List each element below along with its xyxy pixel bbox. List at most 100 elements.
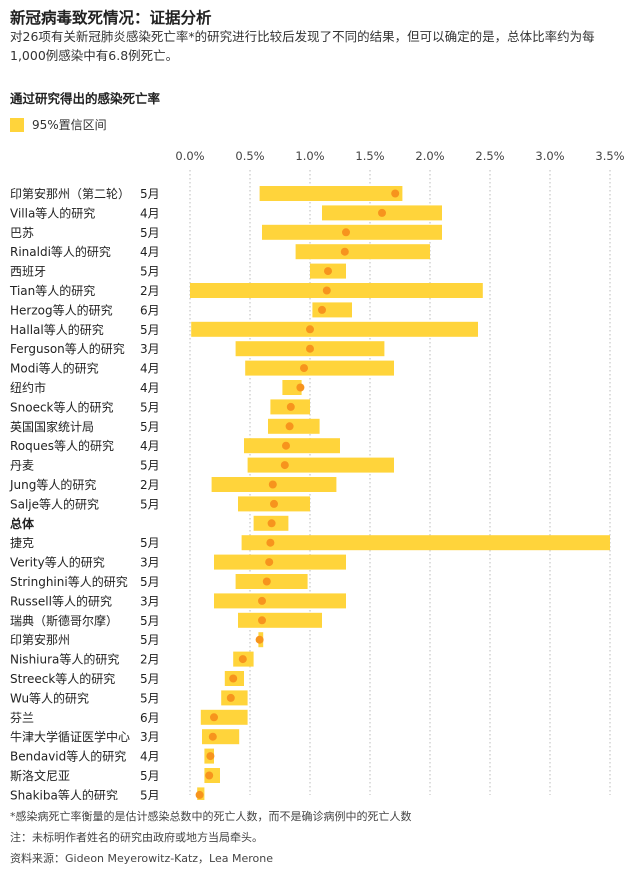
estimate-dot xyxy=(300,364,308,373)
estimate-dot xyxy=(262,577,271,586)
ci-bar xyxy=(238,612,322,628)
study-name-label: 捷克 xyxy=(10,536,34,550)
study-name-label: 巴苏 xyxy=(10,226,34,240)
study-month-label: 4月 xyxy=(140,245,160,259)
study-name-label: 丹麦 xyxy=(10,459,34,473)
estimate-dot xyxy=(296,383,305,392)
estimate-dot xyxy=(267,519,276,528)
study-name-label: Jung等人的研究 xyxy=(9,477,96,492)
estimate-dot xyxy=(265,558,274,567)
estimate-dot xyxy=(208,732,217,741)
study-name-label: Tian等人的研究 xyxy=(9,283,95,298)
x-tick-label: 3.0% xyxy=(535,149,564,163)
study-month-label: 5月 xyxy=(140,788,160,800)
x-tick-label: 2.5% xyxy=(475,149,504,163)
ci-bar xyxy=(214,554,346,570)
ci-bar xyxy=(245,360,394,376)
estimate-dot xyxy=(391,189,400,198)
estimate-dot xyxy=(238,655,247,664)
study-name-label: Nishiura等人的研究 xyxy=(10,652,119,667)
footnotes: *感染病死亡率衡量的是估计感染总数中的死亡人数，而不是确诊病例中的死亡人数 注：… xyxy=(10,806,412,869)
study-month-label: 2月 xyxy=(140,284,160,298)
ci-bar xyxy=(262,224,442,240)
study-name-label: 纽约市 xyxy=(10,380,46,395)
x-tick-label: 0.5% xyxy=(235,149,264,163)
study-month-label: 5月 xyxy=(140,187,160,201)
study-name-label: Rinaldi等人的研究 xyxy=(10,244,111,259)
ci-bar xyxy=(247,457,394,473)
footnote-definition: *感染病死亡率衡量的是估计感染总数中的死亡人数，而不是确诊病例中的死亡人数 xyxy=(10,810,412,823)
study-name-label: 西班牙 xyxy=(10,265,46,279)
study-month-label: 5月 xyxy=(140,420,160,434)
point-estimates xyxy=(195,189,400,799)
ci-bar xyxy=(259,186,403,201)
study-month-label: 4月 xyxy=(140,750,160,764)
estimate-dot xyxy=(285,422,294,431)
study-month-label: 3月 xyxy=(140,342,160,356)
footnote-source: 资料来源：Gideon Meyerowitz-Katz，Lea Merone xyxy=(10,852,273,865)
chart-title: 通过研究得出的感染死亡率 xyxy=(10,91,161,106)
study-name-label: Ferguson等人的研究 xyxy=(10,341,125,356)
range-dot-chart: 0.0% 0.5% 1.0% 1.5% 2.0% 2.5% 3.0% 3.5% 印第安那州（第… xyxy=(9,149,625,800)
study-name-label: 斯洛文尼亚 xyxy=(10,768,70,783)
ci-bar xyxy=(191,321,478,337)
study-month-label: 6月 xyxy=(140,711,160,725)
study-month-label: 5月 xyxy=(140,323,160,337)
x-tick-label: 2.0% xyxy=(415,149,444,163)
study-name-label: 芬兰 xyxy=(10,711,34,725)
estimate-dot xyxy=(378,208,386,217)
study-month-label: 5月 xyxy=(140,497,160,511)
study-month-label: 2月 xyxy=(140,653,160,667)
estimate-dot xyxy=(342,228,350,237)
study-month-label: 5月 xyxy=(140,633,160,647)
estimate-dot xyxy=(306,344,314,353)
study-name-label: Verity等人的研究 xyxy=(10,555,105,570)
study-name-label: Roques等人的研究 xyxy=(10,438,114,453)
estimate-dot xyxy=(324,267,332,276)
estimate-dot xyxy=(286,402,295,411)
estimate-dot xyxy=(280,461,289,470)
x-tick-label: 0.0% xyxy=(175,149,204,163)
ci-bar xyxy=(202,729,240,745)
study-month-label: 4月 xyxy=(140,381,160,395)
study-name-label: Russell等人的研究 xyxy=(10,593,112,608)
study-month-label: 3月 xyxy=(140,730,160,744)
estimate-dot xyxy=(258,596,266,605)
estimate-dot xyxy=(206,752,215,761)
study-name-label: Wu等人的研究 xyxy=(10,690,89,705)
x-tick-label: 1.0% xyxy=(295,149,324,163)
study-name-label: Salje等人的研究 xyxy=(10,496,99,511)
page-title: 新冠病毒致死情况：证据分析 xyxy=(10,9,212,27)
study-name-label: 总体 xyxy=(10,516,35,531)
study-name-label: Snoeck等人的研究 xyxy=(10,399,114,414)
ci-bar xyxy=(214,593,346,609)
ci-bar xyxy=(244,438,340,454)
study-name-label: 瑞典（斯德哥尔摩） xyxy=(10,613,118,628)
study-month-label: 5月 xyxy=(140,575,160,589)
study-name-label: Herzog等人的研究 xyxy=(10,302,113,317)
estimate-dot xyxy=(255,635,264,644)
ci-bar xyxy=(295,244,430,260)
estimate-dot xyxy=(205,771,214,780)
ci-bar xyxy=(282,380,302,395)
estimate-dot xyxy=(229,674,238,683)
study-month-label: 4月 xyxy=(140,362,160,376)
estimate-dot xyxy=(226,693,235,702)
study-month-label: 5月 xyxy=(140,400,160,414)
estimate-dot xyxy=(268,480,277,489)
legend-swatch xyxy=(10,117,24,132)
x-tick-label: 3.5% xyxy=(595,149,624,163)
x-axis-ticks: 0.0% 0.5% 1.0% 1.5% 2.0% 2.5% 3.0% 3.5% xyxy=(175,149,624,163)
estimate-dot xyxy=(318,305,326,314)
estimate-dot xyxy=(340,247,349,256)
footnote-note: 注：未标明作者姓名的研究由政府或地方当局牵头。 xyxy=(10,831,263,844)
ci-bar xyxy=(235,574,308,589)
estimate-dot xyxy=(195,790,204,799)
estimate-dot xyxy=(266,538,275,547)
estimate-dot xyxy=(210,713,218,722)
ci-bar xyxy=(241,535,610,551)
estimate-dot xyxy=(282,441,290,450)
legend-label: 95%置信区间 xyxy=(32,118,107,132)
study-month-label: 5月 xyxy=(140,691,160,705)
